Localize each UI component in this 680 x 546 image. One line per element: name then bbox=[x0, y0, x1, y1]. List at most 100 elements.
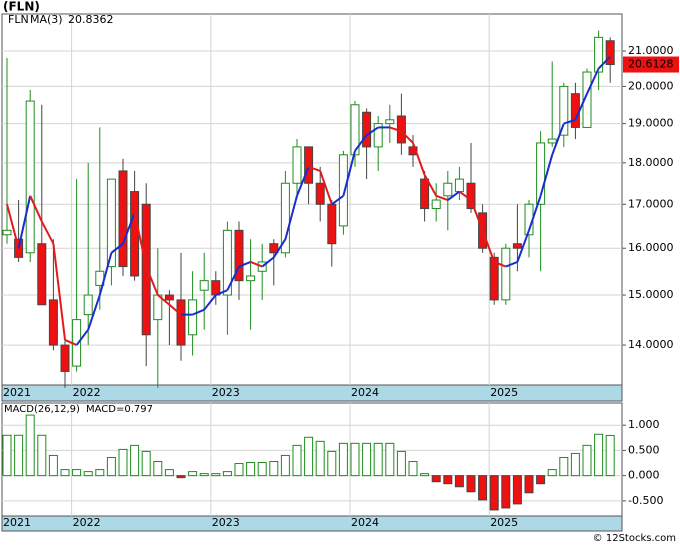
ma-line bbox=[342, 150, 356, 197]
candle-body bbox=[199, 280, 209, 291]
x-tick-label: 2022 bbox=[73, 516, 101, 529]
ma-line bbox=[145, 266, 159, 296]
ma-line bbox=[261, 256, 275, 268]
macd-title: MACD(26,12,9) bbox=[4, 404, 80, 415]
x-tick-label: 2025 bbox=[490, 516, 518, 529]
candle-body bbox=[292, 146, 302, 184]
ma-line bbox=[586, 68, 600, 95]
macd-bar bbox=[315, 440, 325, 477]
macd-bar bbox=[396, 450, 406, 477]
macd-bar bbox=[501, 475, 511, 509]
candle-body bbox=[176, 299, 186, 346]
ma-line bbox=[250, 261, 263, 268]
ma-line bbox=[203, 294, 217, 311]
macd-bar bbox=[489, 475, 499, 511]
ma-line bbox=[423, 174, 438, 197]
candle-body bbox=[501, 247, 511, 301]
x-tick-label: 2021 bbox=[3, 386, 31, 399]
candle-body bbox=[246, 275, 256, 282]
ma-line bbox=[481, 229, 496, 263]
candle-body bbox=[83, 294, 93, 316]
macd-bar bbox=[605, 434, 615, 477]
ma-line bbox=[192, 308, 205, 316]
ma-line bbox=[470, 199, 484, 231]
y-tick-label: 0.500 bbox=[628, 443, 660, 456]
macd-bar bbox=[269, 461, 279, 477]
candle-body bbox=[547, 138, 557, 144]
macd-bar bbox=[188, 471, 198, 477]
candle-body bbox=[385, 119, 395, 125]
candle-body bbox=[188, 299, 198, 336]
ma-line bbox=[272, 238, 287, 258]
macd-bar bbox=[512, 475, 522, 505]
ma-line bbox=[40, 221, 55, 245]
candle-body bbox=[594, 36, 604, 73]
ma-line bbox=[17, 195, 32, 249]
legend-label: MA(3) bbox=[30, 13, 63, 26]
last-price-box bbox=[623, 56, 679, 73]
x-tick-label: 2024 bbox=[351, 386, 379, 399]
y-tick-label: 1.000 bbox=[628, 418, 660, 431]
last-price-label: 20.6128 bbox=[628, 58, 674, 71]
y-tick-label: 14.0000 bbox=[628, 338, 674, 351]
legend-label: FLN bbox=[8, 13, 29, 26]
candle-body bbox=[164, 294, 174, 301]
legend-value: 20.8362 bbox=[68, 13, 114, 26]
ma-line bbox=[435, 194, 449, 201]
macd-bar bbox=[559, 456, 569, 477]
candle-body bbox=[454, 178, 464, 193]
candle-body bbox=[559, 85, 569, 136]
y-tick-label: -0.500 bbox=[628, 494, 663, 507]
ma-line bbox=[505, 261, 518, 268]
x-tick-label: 2024 bbox=[351, 516, 379, 529]
y-tick-label: 0.000 bbox=[628, 469, 660, 482]
candle-body bbox=[48, 299, 58, 346]
ma-line bbox=[400, 130, 414, 144]
macd-bar bbox=[478, 475, 488, 501]
candle-body bbox=[25, 100, 35, 254]
candle-body bbox=[2, 229, 12, 236]
ma-line bbox=[447, 190, 460, 201]
macd-bar bbox=[420, 473, 430, 477]
candle-body bbox=[362, 111, 372, 148]
ma-line bbox=[308, 165, 321, 172]
macd-bar bbox=[95, 469, 105, 477]
candle-body bbox=[14, 238, 24, 258]
ma-line bbox=[157, 294, 171, 306]
macd-bar bbox=[106, 456, 116, 477]
ma-line bbox=[563, 118, 576, 125]
ma-line bbox=[98, 252, 113, 296]
ma-line bbox=[412, 142, 426, 176]
macd-bar bbox=[2, 434, 12, 477]
macd-bar bbox=[385, 442, 395, 477]
ma-line bbox=[493, 261, 507, 268]
candle-body bbox=[582, 71, 592, 128]
ma-line bbox=[551, 123, 565, 156]
macd-bar bbox=[408, 461, 418, 477]
ma-line bbox=[574, 93, 588, 121]
ma-line bbox=[597, 56, 611, 70]
macd-bar bbox=[130, 444, 140, 477]
candle-body bbox=[338, 154, 348, 227]
macd-bar bbox=[350, 442, 360, 477]
x-tick-label: 2023 bbox=[212, 386, 240, 399]
candle-body bbox=[60, 344, 70, 372]
ma-line bbox=[122, 212, 136, 245]
macd-bar bbox=[25, 414, 35, 477]
ma-line bbox=[87, 294, 101, 331]
ma-line bbox=[52, 243, 66, 341]
candle-body bbox=[512, 243, 522, 249]
macd-bar bbox=[280, 454, 290, 477]
macd-legend: MACD=0.797 bbox=[86, 404, 153, 415]
candle-body bbox=[570, 93, 580, 128]
macd-bar bbox=[570, 452, 580, 477]
price-pane bbox=[1, 13, 623, 386]
candle-body bbox=[118, 170, 128, 268]
chart-title: (FLN) bbox=[3, 0, 40, 14]
candle-body bbox=[130, 191, 140, 277]
x-tick-label: 2021 bbox=[3, 516, 31, 529]
macd-bar bbox=[60, 469, 70, 477]
macd-bar bbox=[594, 433, 604, 477]
candle-body bbox=[327, 203, 337, 245]
